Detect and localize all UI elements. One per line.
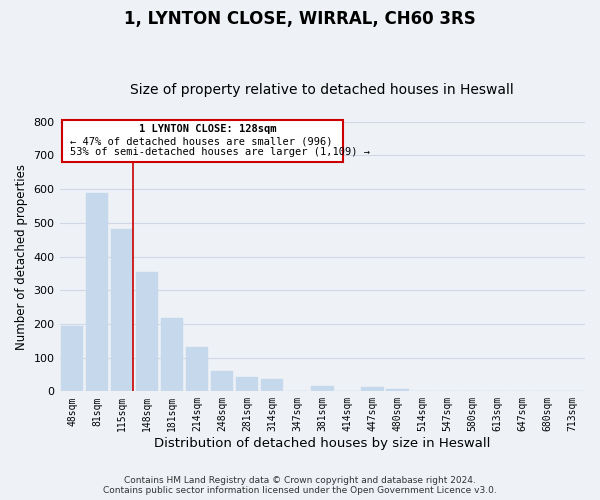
Text: 53% of semi-detached houses are larger (1,109) →: 53% of semi-detached houses are larger (…: [70, 148, 370, 158]
Bar: [236, 376, 259, 392]
Bar: [161, 318, 184, 392]
Text: 1, LYNTON CLOSE, WIRRAL, CH60 3RS: 1, LYNTON CLOSE, WIRRAL, CH60 3RS: [124, 10, 476, 28]
Text: ← 47% of detached houses are smaller (996): ← 47% of detached houses are smaller (99…: [70, 136, 332, 146]
Bar: [61, 326, 83, 392]
Bar: [211, 371, 233, 392]
FancyBboxPatch shape: [62, 120, 343, 162]
Bar: [261, 379, 283, 392]
Bar: [386, 388, 409, 392]
Bar: [111, 230, 133, 392]
Bar: [186, 346, 208, 392]
Y-axis label: Number of detached properties: Number of detached properties: [15, 164, 28, 350]
Bar: [86, 193, 109, 392]
Bar: [361, 388, 383, 392]
Title: Size of property relative to detached houses in Heswall: Size of property relative to detached ho…: [130, 83, 514, 97]
Text: Contains HM Land Registry data © Crown copyright and database right 2024.
Contai: Contains HM Land Registry data © Crown c…: [103, 476, 497, 495]
X-axis label: Distribution of detached houses by size in Heswall: Distribution of detached houses by size …: [154, 437, 490, 450]
Bar: [136, 272, 158, 392]
Text: 1 LYNTON CLOSE: 128sqm: 1 LYNTON CLOSE: 128sqm: [139, 124, 277, 134]
Bar: [311, 386, 334, 392]
